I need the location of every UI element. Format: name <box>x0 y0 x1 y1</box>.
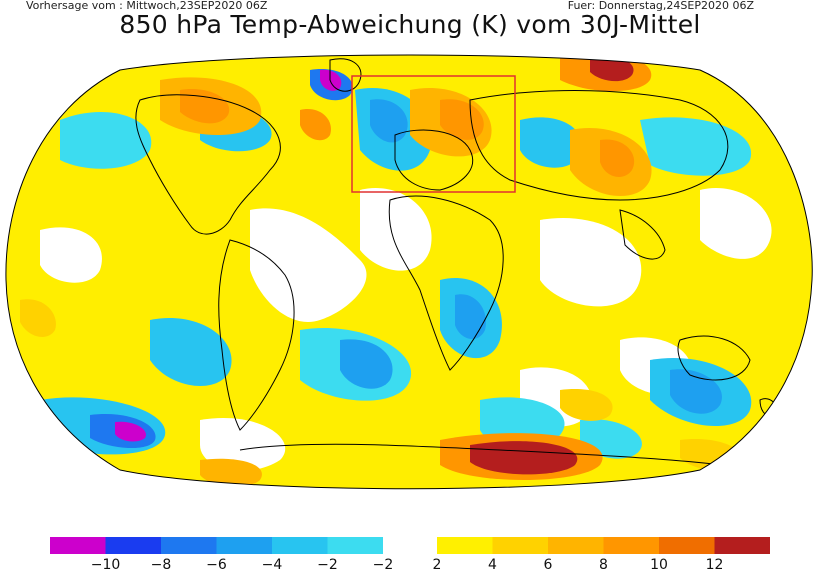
legend-swatch-positive <box>603 537 659 554</box>
legend-swatch-negative <box>105 537 161 554</box>
legend-swatch-negative <box>272 537 328 554</box>
neutral-zone <box>250 208 367 322</box>
cold-anomaly <box>520 117 582 168</box>
cold-anomaly <box>60 111 152 169</box>
warm-anomaly <box>560 389 613 421</box>
legend-swatch-positive <box>492 537 548 554</box>
legend-tick-label: 12 <box>706 557 724 571</box>
cold-anomaly <box>670 369 722 414</box>
anomaly-field <box>5 55 813 489</box>
legend-swatch-positive <box>714 537 770 554</box>
globe-outline <box>5 54 813 490</box>
legend-swatch-negative <box>216 537 272 554</box>
warm-anomaly <box>180 89 230 124</box>
warm-anomaly <box>200 458 262 487</box>
cold-anomaly <box>115 421 146 442</box>
cold-anomaly <box>455 294 486 340</box>
forecast-init-label: Vorhersage vom : Mittwoch,23SEP2020 06Z <box>26 0 268 12</box>
legend-tick-label: 4 <box>488 557 497 571</box>
legend-tick-label: 8 <box>599 557 608 571</box>
warm-anomaly <box>300 109 331 141</box>
neutral-zone <box>540 218 642 307</box>
neutral-zone <box>360 188 432 271</box>
map-title: 850 hPa Temp-Abweichung (K) vom 30J-Mitt… <box>119 10 701 39</box>
cold-anomaly <box>370 99 408 143</box>
legend-tick-label: −10 <box>91 557 121 571</box>
warm-anomaly <box>20 299 56 337</box>
legend-tick-label: 2 <box>433 557 442 571</box>
warm-anomaly <box>600 139 635 177</box>
legend-swatch-negative <box>50 537 106 554</box>
neutral-zone <box>700 188 772 259</box>
neutral-zone <box>40 227 102 283</box>
legend-tick-label: 6 <box>544 557 553 571</box>
neutral-zone <box>200 418 286 471</box>
legend-tick-label: −6 <box>206 557 227 571</box>
legend-swatch-positive <box>659 537 715 554</box>
legend-tick-label: −2 <box>373 557 394 571</box>
legend-swatch-negative <box>327 537 383 554</box>
legend-tick-label: −8 <box>151 557 172 571</box>
cold-anomaly <box>320 69 342 91</box>
legend-swatch-negative <box>161 537 217 554</box>
highlight-region-box <box>351 75 516 193</box>
cold-anomaly <box>340 339 393 389</box>
legend-tick-label: 10 <box>650 557 668 571</box>
cold-anomaly <box>640 117 752 176</box>
forecast-valid-label: Fuer: Donnerstag,24SEP2020 06Z <box>567 0 754 12</box>
cold-anomaly <box>150 318 232 387</box>
legend-swatch-positive <box>437 537 493 554</box>
anomaly-map <box>5 54 813 490</box>
legend-swatch-positive <box>548 537 604 554</box>
legend-tick-label: −4 <box>262 557 283 571</box>
color-legend: −10 −8 −6 −4 −2 −2 2 4 6 8 10 12 <box>50 537 770 571</box>
legend-tick-label: −2 <box>317 557 338 571</box>
